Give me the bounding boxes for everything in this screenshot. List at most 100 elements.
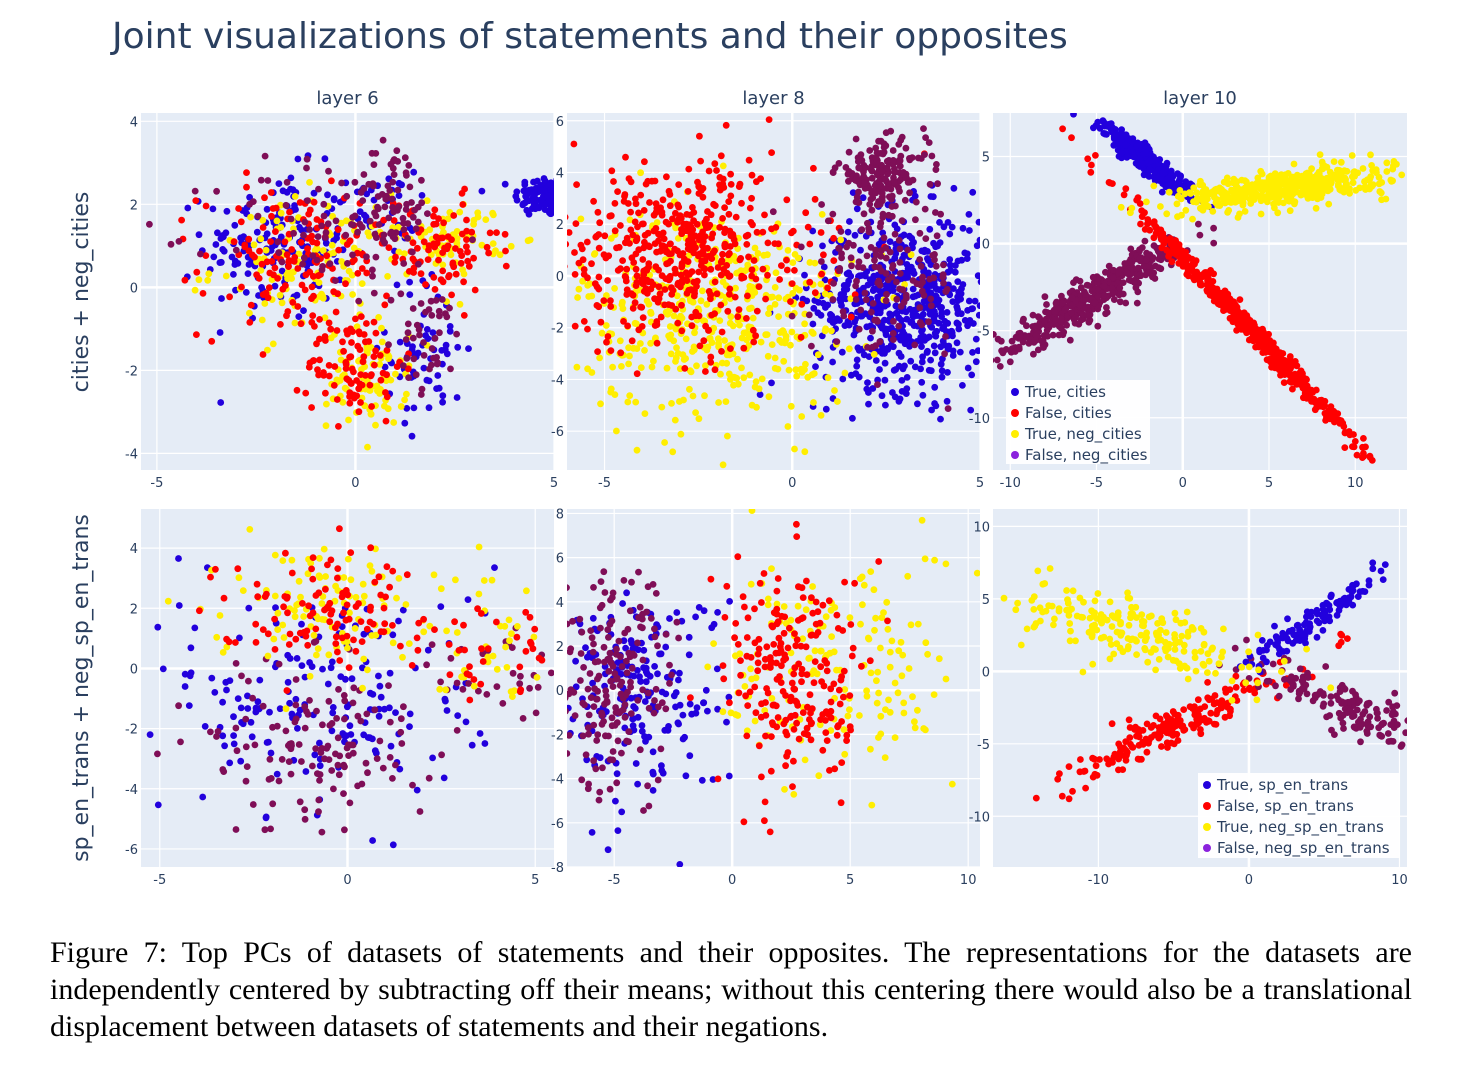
data-point — [882, 254, 890, 262]
data-point — [717, 301, 725, 309]
data-point — [839, 375, 847, 383]
data-point — [965, 211, 973, 218]
data-point — [321, 333, 329, 340]
data-point — [756, 391, 764, 398]
data-point — [695, 252, 702, 260]
data-point — [395, 203, 403, 211]
data-point — [931, 329, 939, 337]
data-point — [289, 299, 297, 306]
data-point — [661, 301, 668, 309]
data-point — [867, 334, 874, 342]
data-point — [1031, 322, 1039, 330]
data-point — [351, 212, 359, 220]
data-point — [325, 372, 333, 380]
data-point — [261, 152, 269, 160]
data-point — [325, 362, 333, 369]
data-point — [258, 260, 266, 268]
points-layer — [146, 136, 554, 451]
data-point — [889, 264, 896, 272]
data-point — [400, 260, 408, 267]
data-point — [439, 392, 447, 400]
data-point — [684, 271, 692, 279]
series-false-statement — [178, 169, 510, 430]
data-point — [1092, 152, 1099, 159]
data-point — [309, 273, 317, 280]
data-point — [853, 205, 861, 213]
data-point — [1103, 131, 1110, 138]
data-point — [594, 348, 601, 355]
data-point — [755, 283, 763, 290]
data-point — [1270, 200, 1277, 208]
data-point — [972, 358, 980, 366]
data-point — [951, 268, 959, 276]
data-point — [917, 262, 925, 270]
data-point — [707, 295, 714, 303]
data-point — [485, 249, 492, 257]
data-point — [258, 316, 266, 324]
data-point — [287, 174, 295, 182]
data-point — [783, 256, 790, 264]
data-point — [888, 203, 896, 210]
data-point — [1181, 190, 1189, 198]
y-tick-label: 2 — [130, 198, 138, 213]
data-point — [815, 299, 822, 306]
data-point — [325, 319, 333, 327]
data-point — [875, 277, 883, 285]
data-point — [310, 189, 318, 197]
data-point — [134, 771, 141, 778]
data-point — [410, 355, 418, 363]
data-point — [928, 406, 935, 414]
data-point — [729, 232, 737, 240]
data-point — [840, 312, 848, 320]
data-point — [602, 322, 610, 329]
data-point — [1189, 215, 1196, 223]
data-point — [557, 354, 564, 361]
data-point — [890, 317, 897, 325]
data-point — [721, 229, 728, 237]
data-point — [719, 461, 727, 469]
data-point — [428, 345, 436, 352]
data-point — [389, 178, 397, 186]
data-point — [1346, 190, 1353, 197]
data-point — [261, 300, 269, 307]
data-point — [1091, 299, 1099, 307]
data-point — [748, 171, 756, 179]
data-point — [305, 363, 313, 371]
data-point — [715, 399, 722, 406]
data-point — [572, 220, 580, 228]
data-point — [373, 234, 380, 242]
data-point — [955, 325, 963, 333]
data-point — [833, 338, 841, 345]
data-point — [1279, 178, 1286, 186]
data-point — [567, 229, 573, 236]
data-point — [784, 247, 792, 254]
data-point — [882, 297, 890, 305]
data-point — [691, 329, 698, 337]
data-point — [852, 135, 860, 143]
data-point — [61, 676, 68, 683]
data-point — [713, 290, 721, 298]
data-point — [907, 251, 915, 259]
data-point — [1316, 151, 1324, 159]
data-point — [783, 266, 791, 274]
data-point — [632, 398, 640, 406]
data-point — [1116, 284, 1124, 292]
data-point — [1148, 256, 1156, 263]
data-point — [218, 295, 225, 302]
x-tick-label: -5 — [153, 873, 166, 888]
data-point — [766, 304, 774, 312]
data-point — [1190, 258, 1198, 265]
data-point — [410, 264, 418, 272]
data-point — [365, 180, 373, 188]
data-point — [933, 232, 941, 240]
data-point — [751, 383, 759, 391]
data-point — [830, 257, 838, 264]
data-point — [231, 221, 239, 229]
data-point — [395, 179, 403, 187]
data-point — [948, 329, 956, 337]
data-point — [458, 230, 466, 238]
data-point — [631, 319, 639, 327]
data-point — [308, 295, 315, 302]
data-point — [618, 363, 625, 370]
data-point — [861, 180, 869, 187]
